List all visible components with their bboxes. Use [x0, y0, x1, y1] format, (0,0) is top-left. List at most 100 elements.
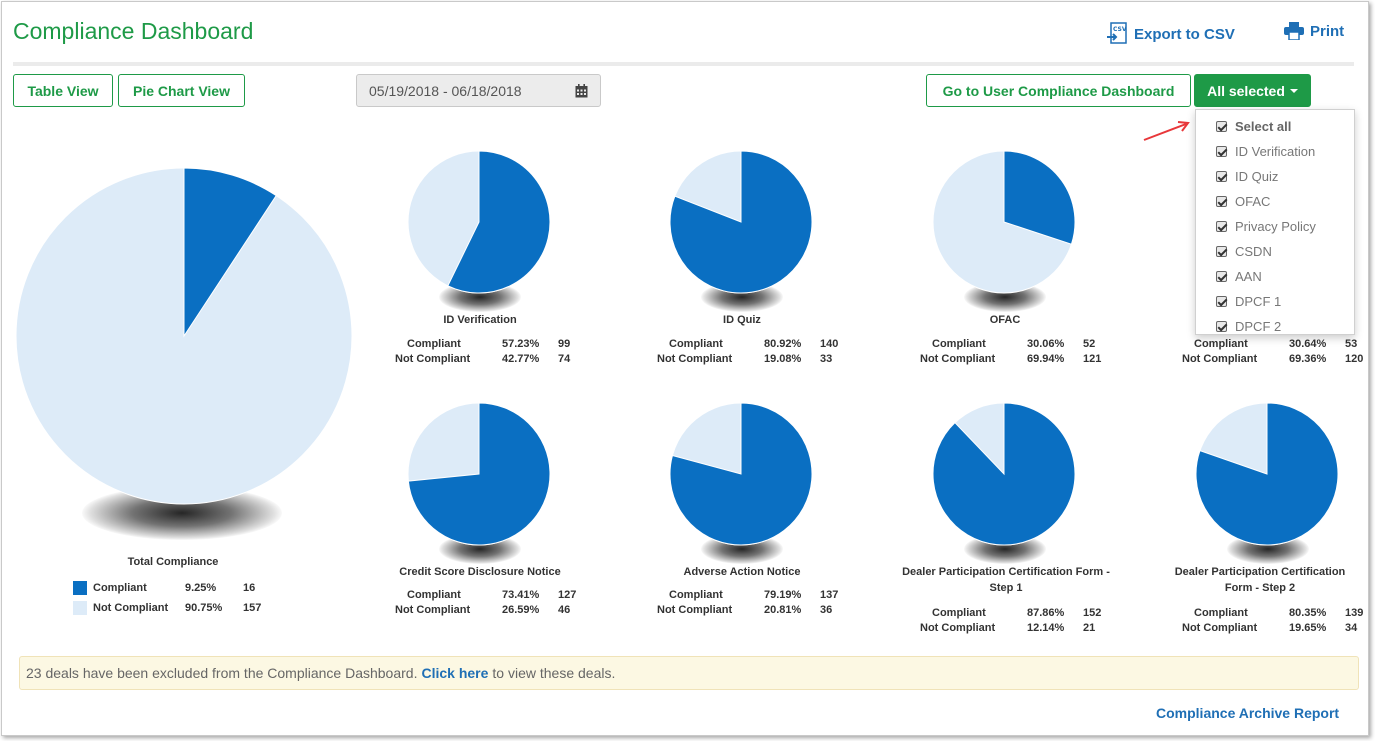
- pointer-arrow-icon: [1143, 121, 1190, 141]
- compliant-count: 127: [558, 588, 577, 601]
- not-compliant-label: Not Compliant: [1182, 352, 1258, 365]
- click-here-link[interactable]: Click here: [421, 665, 489, 681]
- not-compliant-count: 121: [1083, 352, 1102, 365]
- id-verification-pie: [407, 150, 551, 294]
- not-compliant-label: Not Compliant: [395, 603, 471, 616]
- adverse-action-notice-stats: Compliant 79.19% 137 Not Compliant 20.81% 36: [657, 587, 838, 617]
- checkbox-checked-icon[interactable]: [1216, 146, 1227, 157]
- compliant-label: Compliant: [93, 581, 147, 594]
- compliant-percent: 30.64%: [1289, 337, 1327, 350]
- total-compliance-stats: Compliant 9.25% 16 Not Compliant 90.75% …: [73, 578, 261, 618]
- filter-option-id-quiz[interactable]: ID Quiz: [1196, 164, 1354, 189]
- adverse-action-notice-title: Adverse Action Notice: [683, 566, 801, 578]
- not-compliant-count: 33: [820, 352, 833, 365]
- filter-option-csdn[interactable]: CSDN: [1196, 239, 1354, 264]
- credit-score-disclosure-stats: Compliant 73.41% 127 Not Compliant 26.59% 46: [395, 587, 576, 617]
- compliant-label: Compliant: [932, 606, 986, 619]
- checkbox-checked-icon[interactable]: [1216, 296, 1227, 307]
- not-compliant-percent: 69.36%: [1289, 352, 1327, 365]
- dpcf-step-2-title: Dealer Participation Certification Form …: [1174, 566, 1346, 594]
- filter-option-label: Privacy Policy: [1235, 219, 1316, 234]
- id-quiz-title: ID Quiz: [723, 314, 761, 326]
- checkbox-checked-icon[interactable]: [1216, 221, 1227, 232]
- pie-slice-compliant: [183, 167, 277, 338]
- pie-chart-view-button[interactable]: Pie Chart View: [118, 74, 245, 107]
- checkbox-checked-icon[interactable]: [1216, 171, 1227, 182]
- filter-option-privacy-policy[interactable]: Privacy Policy: [1196, 214, 1354, 239]
- pie-slice-compliant: [669, 150, 813, 294]
- user-compliance-dashboard-button[interactable]: Go to User Compliance Dashboard: [926, 74, 1191, 107]
- checkbox-checked-icon[interactable]: [1216, 321, 1227, 332]
- date-range-input[interactable]: 05/19/2018 - 06/18/2018: [356, 74, 601, 107]
- not-compliant-percent: 19.08%: [764, 352, 802, 365]
- filter-option-dpcf-1[interactable]: DPCF 1: [1196, 289, 1354, 314]
- checkbox-checked-icon[interactable]: [1216, 271, 1227, 282]
- compliant-count: 137: [820, 588, 839, 601]
- pie-slice-compliant: [1195, 402, 1339, 546]
- not-compliant-label: Not Compliant: [920, 621, 996, 634]
- not-compliant-count: 46: [558, 603, 571, 616]
- compliant-percent: 80.35%: [1289, 606, 1327, 619]
- not-compliant-label: Not Compliant: [93, 601, 169, 614]
- pie-slice-compliant: [447, 150, 551, 294]
- compliant-swatch: [73, 581, 87, 595]
- dpcf-step-1-stats: Compliant 87.86% 152 Not Compliant 12.14% 21: [920, 605, 1101, 635]
- not-compliant-count: 34: [1345, 621, 1358, 634]
- not-compliant-label: Not Compliant: [657, 352, 733, 365]
- compliant-percent: 87.86%: [1027, 606, 1065, 619]
- not-compliant-percent: 26.59%: [502, 603, 540, 616]
- pie-slice-compliant: [669, 402, 813, 546]
- excluded-deals-notice: 23 deals have been excluded from the Com…: [19, 656, 1359, 690]
- compliant-label: Compliant: [669, 588, 723, 601]
- compliant-count: 152: [1083, 606, 1102, 619]
- not-compliant-percent: 20.81%: [764, 603, 802, 616]
- filter-option-aan[interactable]: AAN: [1196, 264, 1354, 289]
- ofac-pie: [932, 150, 1076, 294]
- compliant-label: Compliant: [1194, 337, 1248, 350]
- credit-score-disclosure-title: Credit Score Disclosure Notice: [399, 566, 561, 578]
- calendar-icon[interactable]: [575, 83, 588, 98]
- privacy-policy-stats: Compliant 30.64% 53 Not Compliant 69.36% 120: [1182, 336, 1363, 366]
- filter-option-label: AAN: [1235, 269, 1262, 284]
- export-csv-label: Export to CSV: [1134, 25, 1235, 43]
- ofac-title: OFAC: [989, 314, 1021, 326]
- id-verification-stats: Compliant 57.23% 99 Not Compliant 42.77% 74: [395, 336, 570, 366]
- not-compliant-percent: 42.77%: [502, 352, 540, 365]
- printer-icon: [1284, 22, 1304, 40]
- compliant-label: Compliant: [1194, 606, 1248, 619]
- pie-slice-compliant: [1003, 150, 1076, 245]
- csv-file-icon: CSV: [1107, 22, 1127, 44]
- compliance-archive-report-link[interactable]: Compliance Archive Report: [1156, 705, 1340, 721]
- svg-text:CSV: CSV: [1113, 26, 1127, 33]
- checkbox-checked-icon[interactable]: [1216, 196, 1227, 207]
- filter-option-label: DPCF 2: [1235, 319, 1282, 334]
- checkbox-checked-icon[interactable]: [1216, 121, 1227, 132]
- checkbox-checked-icon[interactable]: [1216, 246, 1227, 257]
- pie-slice-compliant: [932, 402, 1076, 546]
- compliant-count: 52: [1083, 337, 1096, 350]
- compliant-percent: 30.06%: [1027, 337, 1065, 350]
- not-compliant-label: Not Compliant: [920, 352, 996, 365]
- filter-option-ofac[interactable]: OFAC: [1196, 189, 1354, 214]
- notice-text: 23 deals have been excluded from the Com…: [26, 665, 418, 681]
- filter-option-id-verification[interactable]: ID Verification: [1196, 139, 1354, 164]
- filter-option-select-all[interactable]: Select all: [1196, 114, 1354, 139]
- filter-dropdown-button[interactable]: All selected: [1194, 74, 1311, 107]
- id-quiz-pie: [669, 150, 813, 294]
- print-link[interactable]: Print: [1284, 22, 1344, 40]
- filter-option-label: ID Verification: [1235, 144, 1316, 159]
- compliant-percent: 57.23%: [502, 337, 540, 350]
- export-csv-link[interactable]: CSV Export to CSV: [1106, 22, 1235, 46]
- filter-option-label: CSDN: [1235, 244, 1272, 259]
- header-divider: [13, 62, 1354, 66]
- not-compliant-percent: 90.75%: [185, 602, 223, 614]
- filter-option-dpcf-2[interactable]: DPCF 2: [1196, 314, 1354, 339]
- filter-option-label: ID Quiz: [1235, 169, 1279, 184]
- not-compliant-percent: 19.65%: [1289, 621, 1327, 634]
- compliant-percent: 79.19%: [764, 588, 802, 601]
- dpcf-step-2-pie: [1195, 402, 1339, 546]
- table-view-button[interactable]: Table View: [13, 74, 113, 107]
- not-compliant-label: Not Compliant: [395, 352, 471, 365]
- compliant-count: 99: [558, 337, 571, 350]
